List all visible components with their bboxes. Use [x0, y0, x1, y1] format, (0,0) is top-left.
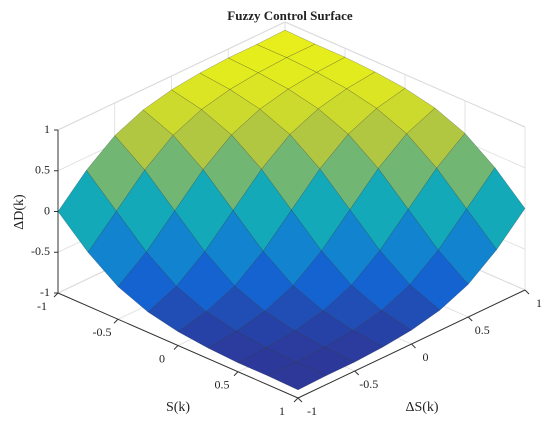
z-tick-label: -1 [40, 285, 50, 299]
x-tick-label: 0.5 [215, 378, 230, 392]
tick-mark [297, 397, 303, 403]
x-tick-label: -1 [37, 299, 47, 313]
tick-mark [467, 316, 473, 322]
surface-patch [267, 362, 327, 391]
tick-mark [293, 397, 299, 403]
y-axis-label: ΔS(k) [405, 400, 438, 415]
x-tick-label: 1 [279, 404, 285, 418]
y-tick-label: -0.5 [359, 377, 378, 391]
tick-mark [354, 370, 360, 376]
z-tick-label: 0 [44, 203, 50, 217]
z-tick-label: 1 [44, 122, 50, 136]
tick-mark [524, 289, 530, 295]
y-tick-label: 0.5 [475, 323, 490, 337]
y-tick-label: 1 [536, 296, 542, 310]
grid-line [57, 21, 526, 131]
tick-mark [173, 345, 179, 350]
z-tick-label: 0.5 [35, 163, 50, 177]
x-tick-label: -0.5 [93, 325, 112, 339]
y-tick-label: -1 [307, 404, 317, 418]
tick-mark [233, 371, 239, 377]
y-tick-label: 0 [423, 350, 429, 364]
x-axis-label: S(k) [166, 400, 190, 415]
tick-mark [411, 343, 416, 349]
z-axis-label: ΔD(k) [12, 194, 27, 230]
x-tick-label: 0 [159, 351, 165, 365]
chart-title: Fuzzy Control Surface [227, 8, 353, 23]
tick-mark [113, 318, 119, 324]
tick-mark [53, 292, 59, 298]
z-tick-label: -0.5 [31, 244, 50, 258]
